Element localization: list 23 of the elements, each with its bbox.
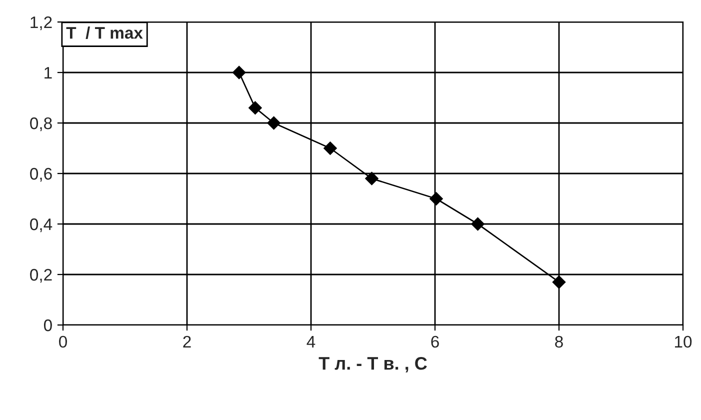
- point: [267, 116, 280, 130]
- y-tick-label: 1,2: [30, 16, 52, 30]
- point: [232, 66, 246, 80]
- x-tick-label: 2: [183, 336, 191, 348]
- y-tick-label: 0,2: [30, 268, 52, 283]
- y-tick-label: 0: [44, 319, 52, 332]
- y-tick-label: 0,8: [30, 117, 52, 132]
- point: [248, 101, 262, 114]
- x-tick-label: 4: [306, 336, 316, 348]
- x-axis-title: T л. - T в. , С: [318, 356, 427, 372]
- point: [552, 275, 566, 289]
- point: [365, 172, 378, 186]
- x-tick-label: 8: [555, 336, 563, 348]
- x-tick-label: 6: [431, 336, 439, 348]
- x-tick-label: 10: [675, 336, 692, 348]
- y-tick-label: 1: [44, 67, 52, 79]
- x-tick-label: 0: [59, 336, 67, 348]
- y-axis-title: T / T max: [66, 26, 143, 39]
- point: [471, 217, 484, 231]
- y-tick-label: 0,4: [30, 218, 52, 232]
- point: [430, 192, 443, 206]
- point: [324, 142, 337, 155]
- y-tick-label: 0,6: [30, 168, 52, 182]
